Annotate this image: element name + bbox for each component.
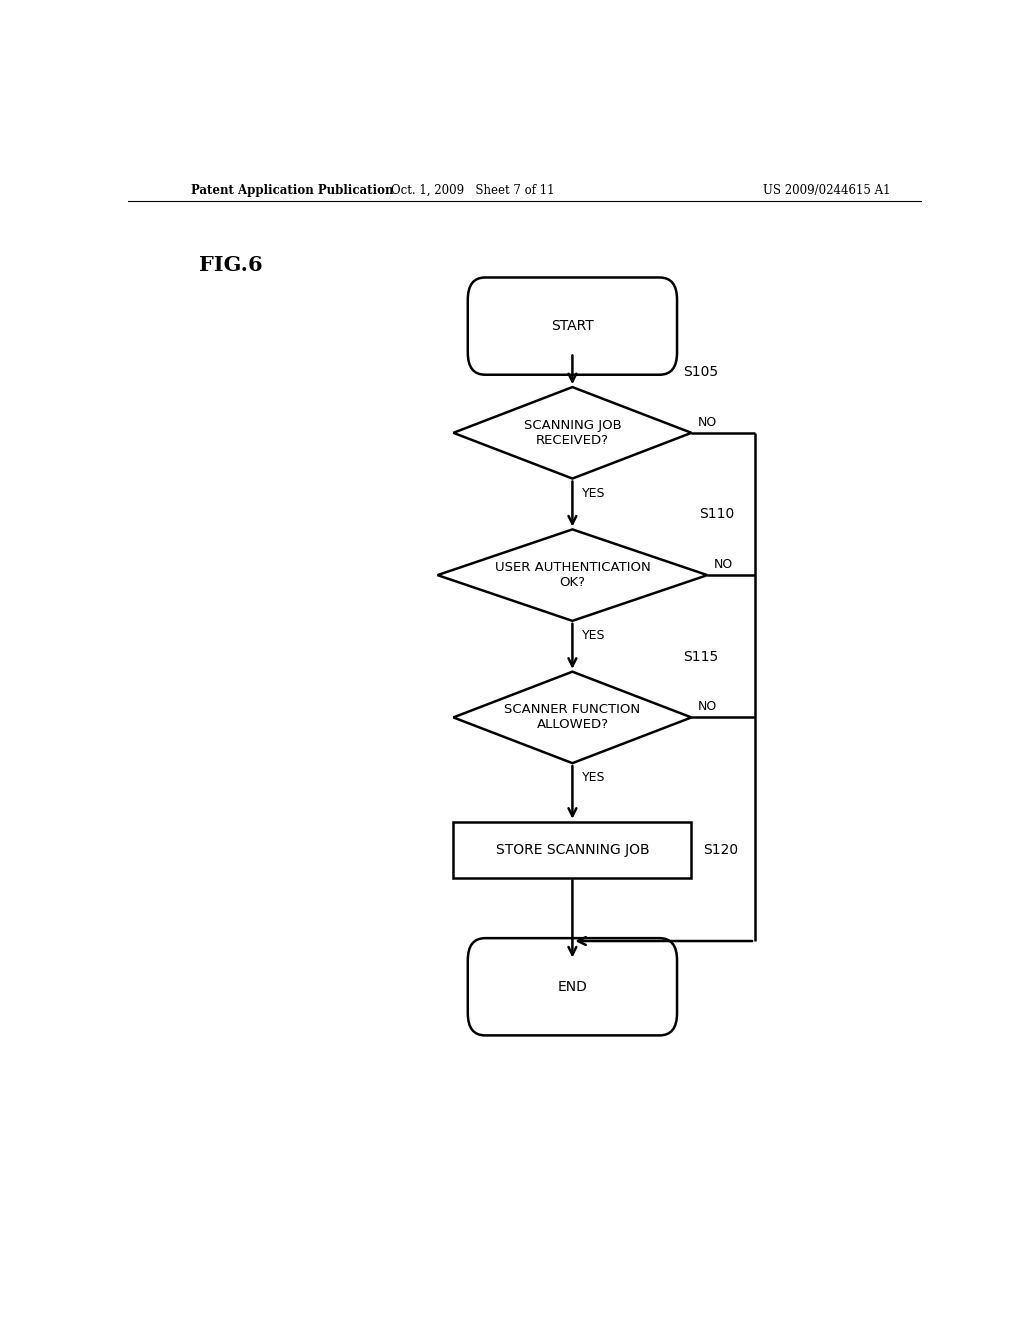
Text: US 2009/0244615 A1: US 2009/0244615 A1 <box>763 183 891 197</box>
Text: Patent Application Publication: Patent Application Publication <box>191 183 394 197</box>
Polygon shape <box>454 387 691 479</box>
Text: S105: S105 <box>684 364 719 379</box>
Text: NO: NO <box>697 701 717 713</box>
Text: S115: S115 <box>684 649 719 664</box>
Text: NO: NO <box>697 416 717 429</box>
Text: USER AUTHENTICATION
OK?: USER AUTHENTICATION OK? <box>495 561 650 589</box>
Bar <box>454 821 691 878</box>
Text: START: START <box>551 319 594 333</box>
FancyBboxPatch shape <box>468 277 677 375</box>
Text: STORE SCANNING JOB: STORE SCANNING JOB <box>496 842 649 857</box>
Text: NO: NO <box>714 558 733 572</box>
Text: Oct. 1, 2009   Sheet 7 of 11: Oct. 1, 2009 Sheet 7 of 11 <box>391 183 555 197</box>
Text: FIG.6: FIG.6 <box>200 255 263 275</box>
Text: SCANNING JOB
RECEIVED?: SCANNING JOB RECEIVED? <box>523 418 622 447</box>
Text: END: END <box>557 979 588 994</box>
Text: S110: S110 <box>699 507 734 521</box>
Text: YES: YES <box>582 771 605 784</box>
Text: YES: YES <box>582 630 605 642</box>
Polygon shape <box>437 529 708 620</box>
Polygon shape <box>454 672 691 763</box>
Text: YES: YES <box>582 487 605 500</box>
Text: S120: S120 <box>703 842 738 857</box>
Text: SCANNER FUNCTION
ALLOWED?: SCANNER FUNCTION ALLOWED? <box>505 704 640 731</box>
FancyBboxPatch shape <box>468 939 677 1035</box>
